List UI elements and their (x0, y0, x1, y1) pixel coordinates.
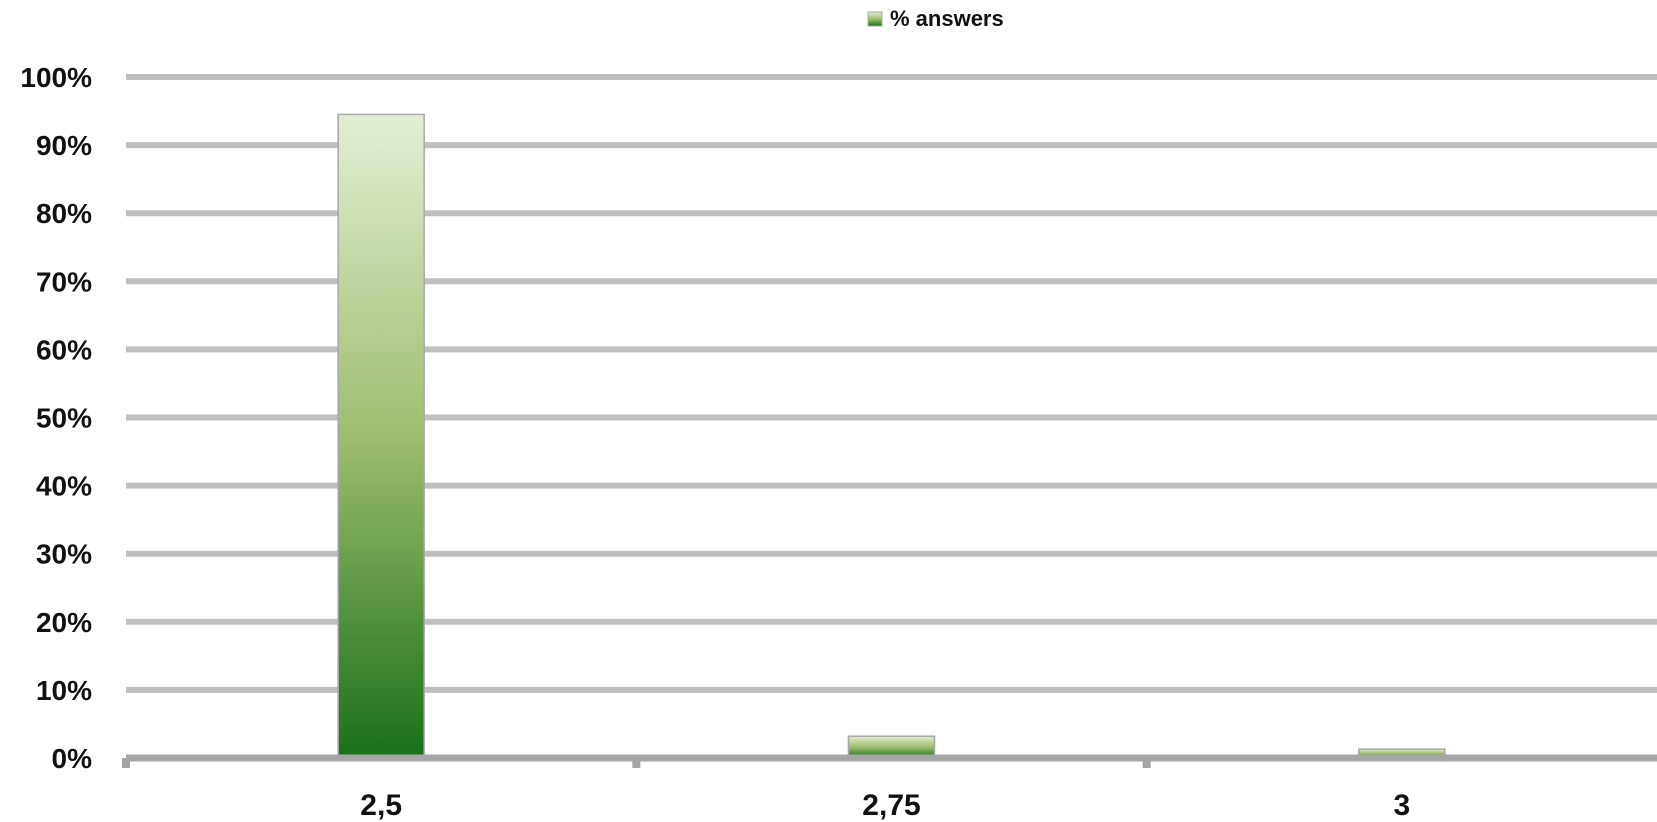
y-tick-label: 40% (36, 471, 92, 502)
x-tick-label: 2,75 (862, 789, 920, 822)
y-tick-label: 50% (36, 403, 92, 434)
y-tick-label: 70% (36, 266, 92, 297)
x-axis-tick-mark (1142, 758, 1151, 768)
y-tick-label: 30% (36, 539, 92, 570)
x-tick-label: 2,5 (360, 789, 402, 822)
y-tick-label: 80% (36, 198, 92, 229)
legend-label: % answers (890, 6, 1004, 31)
bars (337, 113, 1446, 759)
legend: % answers (867, 6, 1004, 31)
x-axis (122, 754, 1657, 768)
y-tick-label: 20% (36, 607, 92, 638)
x-axis-tick-mark (632, 758, 641, 768)
bar (337, 113, 425, 759)
x-axis-tick-labels: 2,5 2,75 3 (360, 789, 1410, 822)
x-tick-label: 3 (1393, 789, 1410, 822)
y-tick-label: 60% (36, 334, 92, 365)
x-axis-tick-mark (122, 758, 130, 768)
y-tick-label: 100% (20, 62, 92, 93)
legend-swatch (867, 11, 883, 27)
y-tick-label: 10% (36, 675, 92, 706)
y-tick-label: 90% (36, 130, 92, 161)
y-tick-label: 0% (52, 743, 93, 774)
y-axis-tick-labels: 0% 10% 20% 30% 40% 50% 60% 70% 80% 90% 100% (20, 62, 92, 774)
